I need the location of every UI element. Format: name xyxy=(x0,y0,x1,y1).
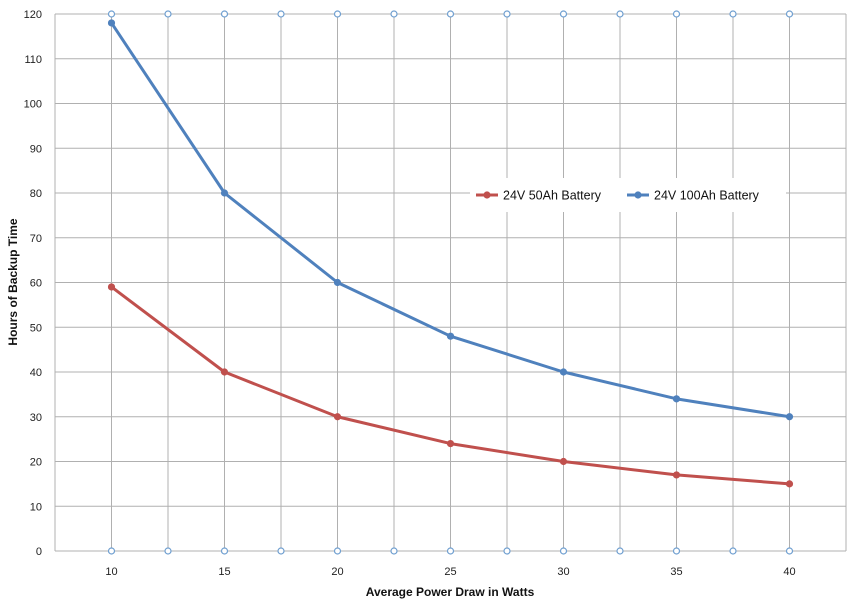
data-point xyxy=(785,480,794,488)
x-tick-label: 10 xyxy=(105,566,117,578)
data-point xyxy=(446,332,455,340)
gridline-end-marker xyxy=(672,547,681,555)
legend-swatch-marker xyxy=(483,191,491,199)
gridline-end-marker xyxy=(616,547,624,555)
gridline-end-marker xyxy=(672,10,681,18)
gridline-end-marker xyxy=(559,547,568,555)
x-tick-label: 25 xyxy=(444,566,456,578)
gridline-end-marker xyxy=(729,547,737,555)
gridline-end-marker xyxy=(503,10,511,18)
y-tick-label: 90 xyxy=(30,143,42,155)
gridline-end-marker xyxy=(220,10,229,18)
series-50ah xyxy=(107,283,794,488)
y-tick-label: 110 xyxy=(24,54,42,66)
x-tick-label: 40 xyxy=(783,566,795,578)
gridline-end-marker xyxy=(616,10,624,18)
gridline-end-marker xyxy=(333,10,342,18)
x-tick-label: 20 xyxy=(331,566,343,578)
gridline-end-marker xyxy=(277,10,285,18)
y-tick-label: 20 xyxy=(30,457,42,469)
gridline-end-marker xyxy=(333,547,342,555)
data-point xyxy=(107,19,116,27)
data-point xyxy=(333,413,342,421)
legend-item: 24V 100Ah Battery xyxy=(627,189,760,203)
gridline-end-marker xyxy=(390,547,398,555)
data-point xyxy=(107,283,116,291)
gridline-end-marker xyxy=(220,547,229,555)
y-tick-label: 30 xyxy=(30,412,42,424)
y-tick-label: 120 xyxy=(24,9,42,21)
y-tick-label: 100 xyxy=(24,99,42,111)
data-point xyxy=(785,413,794,421)
gridline-end-marker xyxy=(785,547,794,555)
gridline-markers xyxy=(107,10,794,555)
data-series xyxy=(107,19,794,488)
y-tick-label: 10 xyxy=(30,501,42,513)
x-tick-label: 30 xyxy=(557,566,569,578)
gridline-end-marker xyxy=(164,547,172,555)
y-tick-label: 60 xyxy=(30,278,42,290)
y-tick-label: 0 xyxy=(36,546,42,558)
legend-item: 24V 50Ah Battery xyxy=(476,189,602,203)
gridline-end-marker xyxy=(729,10,737,18)
x-axis-title: Average Power Draw in Watts xyxy=(366,585,535,599)
data-point xyxy=(220,189,229,197)
series-100ah xyxy=(107,19,794,421)
gridline-end-marker xyxy=(107,10,116,18)
data-point xyxy=(559,368,568,376)
gridline-end-marker xyxy=(277,547,285,555)
y-tick-label: 70 xyxy=(30,233,42,245)
gridline-end-marker xyxy=(446,547,455,555)
gridline-end-marker xyxy=(785,10,794,18)
legend: 24V 50Ah Battery 24V 100Ah Battery xyxy=(470,178,786,212)
y-axis-tick-labels: 0 10 20 30 40 50 60 70 80 90 100 110 120 xyxy=(24,9,42,558)
data-point xyxy=(672,471,681,479)
legend-label: 24V 100Ah Battery xyxy=(654,189,760,203)
y-tick-label: 80 xyxy=(30,188,42,200)
x-axis-tick-labels: 10 15 20 25 30 35 40 xyxy=(105,566,795,578)
legend-label: 24V 50Ah Battery xyxy=(503,189,602,203)
data-point xyxy=(559,457,568,466)
y-tick-label: 40 xyxy=(30,367,42,379)
legend-swatch-marker xyxy=(634,191,642,199)
gridlines xyxy=(54,13,847,552)
data-point xyxy=(333,278,342,287)
x-tick-label: 15 xyxy=(218,566,230,578)
y-tick-label: 50 xyxy=(30,322,42,334)
gridline-end-marker xyxy=(559,10,568,18)
x-tick-label: 35 xyxy=(670,566,682,578)
gridline-end-marker xyxy=(107,547,116,555)
data-point xyxy=(220,368,229,376)
data-point xyxy=(446,440,455,448)
gridline-end-marker xyxy=(503,547,511,555)
gridline-end-marker xyxy=(390,10,398,18)
y-axis-title: Hours of Backup Time xyxy=(6,218,20,345)
gridline-end-marker xyxy=(164,10,172,18)
data-point xyxy=(672,395,681,403)
gridline-end-marker xyxy=(446,10,455,18)
